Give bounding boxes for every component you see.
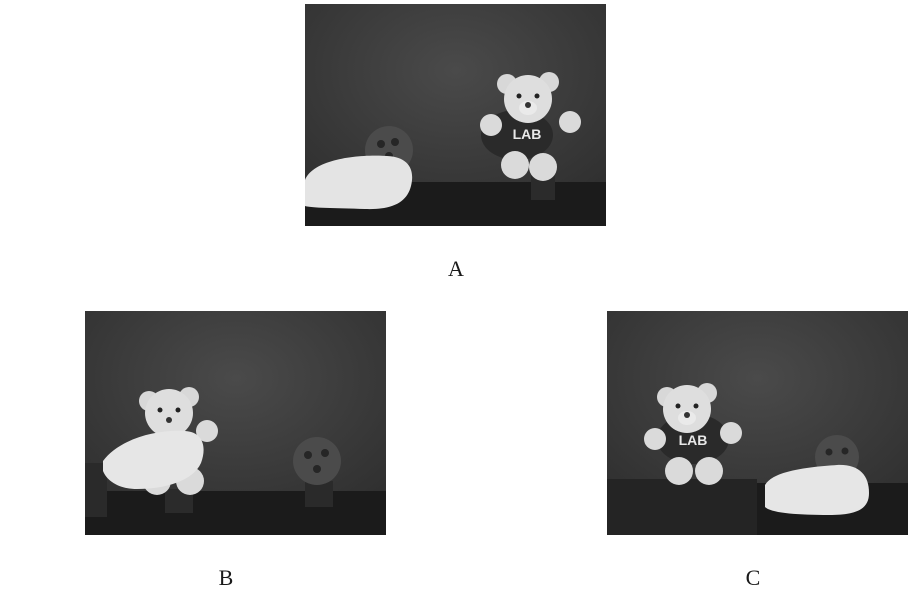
scene-a: LAB [305,4,606,226]
bear-shirt-text: LAB [513,126,542,142]
scene-b [85,311,386,535]
bear-left-foot [665,457,693,485]
table-surface [85,491,386,535]
bear-head [504,75,552,123]
ladybug-ball [293,437,341,507]
panel-caption-c: C [745,565,761,590]
bear-head [663,385,711,433]
photo-panel-b [85,311,386,535]
bear-head [145,389,193,437]
panel-caption-a: A [448,256,464,281]
cloth-holder [85,463,107,517]
bear-left-arm [644,428,666,450]
teddy-bear: LAB [644,383,742,485]
teddy-bear: LAB [480,72,581,200]
bear-left-arm [480,114,502,136]
bear-right-foot [695,457,723,485]
bear-shirt-text: LAB [679,432,708,448]
photo-panel-c: LAB [607,311,908,535]
bear-right-arm [559,111,581,133]
bear-right-arm [196,420,218,442]
cloth-bundle [305,155,413,210]
dark-box [607,479,757,535]
cloth-bundle [765,464,869,515]
cloth-bundle [103,430,204,489]
bear-right-foot [529,153,557,181]
panel-caption-b: B [218,565,234,590]
photo-panel-a: LAB [305,4,606,226]
scene-c: LAB [607,311,908,535]
bear-right-arm [720,422,742,444]
bear-left-foot [501,151,529,179]
